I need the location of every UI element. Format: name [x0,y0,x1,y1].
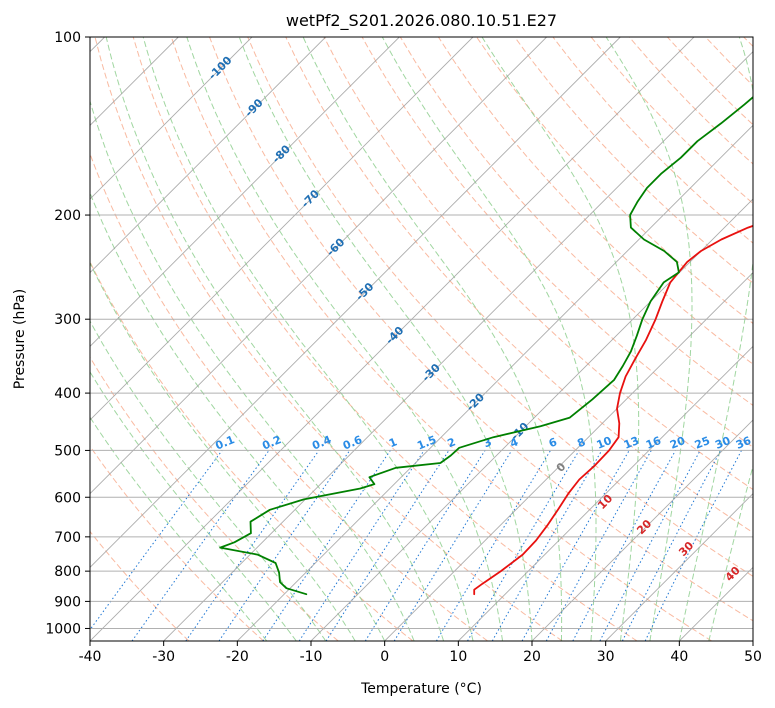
y-tick-label: 600 [54,490,81,506]
x-tick-label: 40 [670,649,688,665]
isotherm-line [531,419,753,641]
moist-adiabat [105,37,445,641]
mixing-ratio-label: 8 [575,435,587,450]
dry-adiabat [90,530,190,641]
mixing-ratio-label: 13 [622,434,641,452]
dry-adiabat [209,37,753,622]
x-tick-label: -40 [79,649,102,665]
x-tick-label: 50 [744,649,762,665]
y-tick-label: 800 [54,564,81,580]
mixing-ratio-label: 3 [482,435,494,450]
isotherm-line [90,37,253,200]
x-tick-label: -30 [152,649,175,665]
y-axis-label: Pressure (hPa) [12,289,28,389]
moist-adiabat [381,37,597,641]
x-tick-label: 10 [449,649,467,665]
isotherms [90,37,753,641]
mixing-ratio-label: 16 [644,434,663,452]
moist-adiabat [678,37,753,641]
isotherm-line [458,345,753,641]
dry-adiabat [132,37,638,641]
mixing-ratio-line [644,450,742,641]
dry-adiabat [247,37,753,577]
chart-title: wetPf2_S201.2026.080.10.51.E27 [286,11,557,31]
mixing-ratio-line [90,450,223,631]
mixing-ratio-line [521,450,630,641]
mixing-ratio-label: 1 [387,435,399,450]
dry-adiabat [90,445,264,641]
x-tick-label: 0 [380,649,389,665]
dry-adiabat [90,356,339,641]
profile-series [219,95,753,596]
isotherm-line [90,37,400,347]
dry-adiabats [90,37,753,641]
moist-adiabat [238,37,533,641]
y-tick-label: 400 [54,386,81,402]
mixing-ratio-label: 2 [446,435,458,450]
moist-adiabat [302,37,563,641]
plot-area: -100-90-80-70-60-50-40-30-20-100.1 0.2 0.4… [90,37,753,641]
moist-adiabat [142,37,474,641]
y-tick-label: 700 [54,530,81,546]
isotherm-line [90,37,326,274]
mixing-ratio-label: 30 [713,434,732,452]
mixing-ratio-line [218,450,351,641]
x-axis-ticks: -40 -30 -20 -10 0 10 20 30 40 50 [79,641,762,665]
mixing-ratio-label: 20 [668,434,687,452]
isotherm-line [90,37,695,641]
isotherm-line [163,51,753,641]
dry-adiabat [94,37,563,641]
moist-adiabat [605,37,693,641]
mixing-ratio-line [298,450,425,641]
mixing-ratio-line [572,450,676,641]
mixing-ratio-label: 36 [734,434,753,452]
y-tick-label: 500 [54,443,81,459]
moist-adiabat [481,37,640,641]
y-tick-label: 200 [54,208,81,224]
y-tick-label: 900 [54,594,81,610]
isotherm-line [90,37,621,568]
pressure-gridlines [90,37,753,629]
isotherm-line [310,198,753,641]
mixing-ratio-line [393,450,513,641]
plot-frame [89,36,754,642]
x-axis-label: Temperature (°C) [360,681,482,697]
isotherm-line [237,124,753,641]
x-tick-label: 30 [597,649,615,665]
moist-adiabat [90,191,386,641]
isotherm-line [90,37,474,421]
dry-adiabat [170,37,712,641]
moist-adiabats [90,37,753,641]
mixing-ratio-label: 10 [595,434,614,452]
mixing-ratio-label: 25 [693,434,712,452]
mixing-ratio-line [262,450,391,641]
dry-adiabat [437,37,753,365]
isotherm-line [605,493,753,641]
mixing-ratio-line [621,450,722,641]
y-tick-label: 300 [54,312,81,328]
moist-adiabat [90,370,297,641]
x-tick-label: 20 [523,649,541,665]
dry-adiabat [90,152,488,641]
plot-background [90,37,753,641]
dry-adiabat [514,37,753,284]
mixing-ratio-line [185,450,320,641]
isotherm-line [384,272,753,641]
temperature-profile-line [473,224,753,596]
mixing-ratio-line [545,450,652,641]
mixing-ratio-line [325,450,450,641]
y-axis-ticks: 100 200 300 400 500 600 700 800 900 1000 [45,30,90,637]
x-tick-label: -20 [226,649,249,665]
moist-adiabat [90,261,356,641]
x-tick-label: -10 [300,649,323,665]
isotherm-line [90,37,547,495]
y-tick-label: 1000 [45,621,81,637]
y-tick-label: 100 [54,30,81,46]
dry-adiabat [399,37,753,407]
moist-adiabat [90,416,268,641]
dewpoint-profile-line [219,95,753,596]
